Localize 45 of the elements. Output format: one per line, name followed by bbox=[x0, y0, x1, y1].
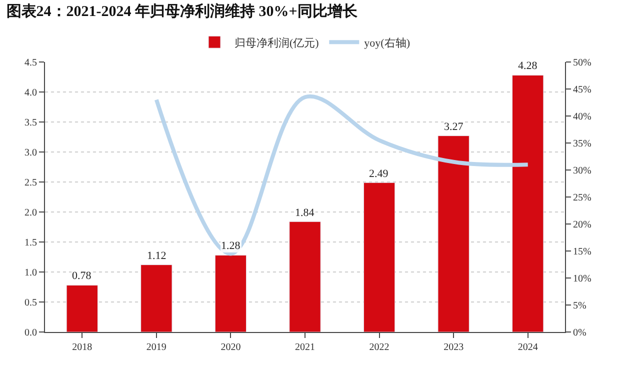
y2-tick-label: 40% bbox=[573, 112, 592, 122]
y-tick-label: 3.5 bbox=[24, 118, 37, 128]
y-tick-label: 1.5 bbox=[24, 238, 37, 248]
bar bbox=[289, 221, 321, 332]
y2-tick-label: 15% bbox=[573, 246, 592, 258]
legend-label: yoy(右轴) bbox=[364, 36, 410, 50]
y2-tick-label: 20% bbox=[573, 220, 592, 230]
y2-tick-label: 30% bbox=[573, 166, 592, 176]
bar bbox=[214, 254, 247, 332]
y2-tick-label: 35% bbox=[573, 138, 592, 150]
y2-tick-label: 10% bbox=[573, 274, 592, 284]
y-tick-label: 4.5 bbox=[24, 58, 37, 68]
y2-tick-label: 25% bbox=[573, 192, 592, 204]
x-tick-label: 2022 bbox=[369, 342, 390, 353]
data-label: 1.84 bbox=[295, 207, 315, 219]
x-tick-label: 2021 bbox=[295, 342, 315, 353]
y-tick-label: 2.5 bbox=[24, 178, 37, 188]
x-tick-label: 2019 bbox=[146, 342, 166, 353]
chart-title: 图表24：2021-2024 年归母净利润维持 30%+同比增长 bbox=[6, 2, 358, 20]
x-tick-label: 2018 bbox=[72, 342, 92, 353]
data-label: 0.78 bbox=[72, 270, 92, 282]
data-label: 3.27 bbox=[444, 121, 464, 133]
y2-tick-label: 50% bbox=[573, 58, 592, 68]
data-label: 2.49 bbox=[369, 168, 389, 180]
y2-tick-label: 0% bbox=[573, 328, 586, 338]
x-tick-label: 2020 bbox=[220, 342, 241, 353]
x-tick-label: 2023 bbox=[444, 342, 464, 353]
y-tick-label: 0.5 bbox=[24, 298, 37, 308]
data-label: 1.28 bbox=[221, 240, 241, 252]
y2-tick-label: 45% bbox=[573, 84, 592, 96]
y-tick-label: 2.0 bbox=[24, 208, 37, 218]
bar bbox=[512, 74, 544, 332]
bar bbox=[66, 284, 98, 332]
bar bbox=[140, 264, 172, 332]
y2-tick-label: 5% bbox=[573, 300, 586, 312]
y-tick-label: 0.0 bbox=[24, 328, 37, 338]
y-tick-label: 3.0 bbox=[24, 148, 37, 158]
bar bbox=[363, 182, 396, 332]
bar bbox=[438, 136, 470, 332]
y-tick-label: 1.0 bbox=[24, 268, 37, 278]
data-label: 1.12 bbox=[147, 250, 166, 262]
x-tick-label: 2024 bbox=[518, 342, 538, 353]
y-tick-label: 4.0 bbox=[24, 88, 37, 98]
data-label: 4.28 bbox=[518, 60, 538, 72]
legend-label: 归母净利润(亿元) bbox=[234, 36, 320, 50]
